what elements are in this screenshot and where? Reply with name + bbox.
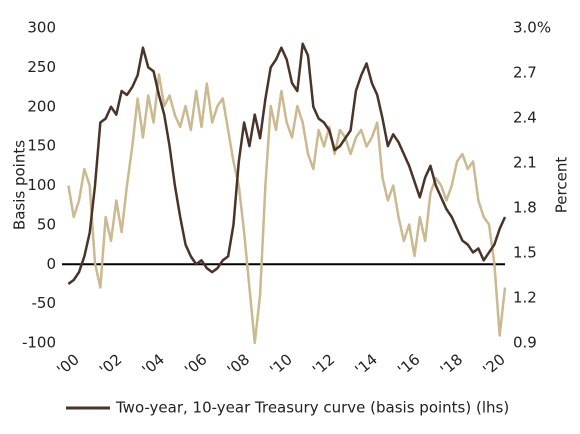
y2-tick-label: 0.9 [513, 334, 537, 352]
y-tick-label: 300 [27, 19, 56, 37]
x-tick-label: '02 [96, 350, 125, 379]
y-tick-label: 0 [46, 255, 56, 273]
x-tick-label: '08 [224, 350, 253, 379]
y2-axis-label: Percent [553, 157, 571, 214]
x-tick-label: '20 [479, 350, 508, 379]
x-tick-label: '14 [352, 350, 381, 379]
y-tick-label: 50 [37, 215, 56, 233]
y-tick-label: 250 [27, 58, 56, 76]
y2-tick-label: 1.5 [513, 244, 537, 262]
y2-tick-label: 2.7 [513, 64, 537, 82]
x-tick-label: '00 [53, 350, 82, 379]
y2-tick-label: 1.8 [513, 199, 537, 217]
x-tick-label: '18 [437, 350, 466, 379]
x-tick-label: '06 [181, 350, 210, 379]
y-axis-label: Basis points [11, 140, 29, 230]
y-tick-label: 200 [27, 97, 56, 115]
y-tick-label: 150 [27, 137, 56, 155]
legend-label: Two-year, 10-year Treasury curve (basis … [115, 399, 509, 417]
x-tick-label: '12 [309, 350, 338, 379]
x-tick-label: '10 [266, 350, 295, 379]
x-tick-label: '16 [394, 350, 423, 379]
series-line [67, 73, 507, 345]
y2-tick-label: 1.2 [513, 289, 537, 307]
series-line [67, 42, 507, 285]
y-tick-label: -100 [22, 334, 56, 352]
y-tick-label: -50 [32, 294, 57, 312]
x-tick-label: '04 [139, 350, 168, 379]
y2-tick-label: 2.1 [513, 154, 537, 172]
y2-tick-label: 3.0% [513, 19, 551, 37]
y2-tick-label: 2.4 [513, 109, 537, 127]
y-tick-label: 100 [27, 176, 56, 194]
